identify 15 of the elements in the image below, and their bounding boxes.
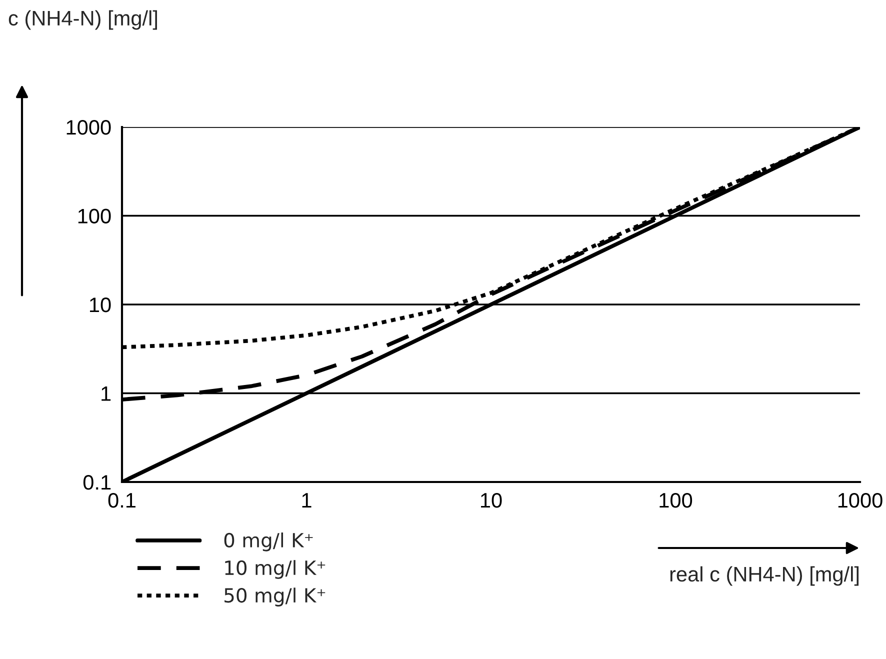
x-tick-label: 0.1 — [108, 492, 136, 508]
y-tick-label: 0.1 — [83, 475, 111, 490]
y-tick-label: 10 — [90, 298, 111, 312]
x-tick-label: 1 — [302, 493, 312, 508]
legend-label: 50 mg/l K⁺ — [224, 588, 326, 606]
y-axis-title: c (NH4-N) [mg/l] — [8, 10, 157, 30]
y-tick-label: 1000 — [66, 120, 111, 135]
legend-label: 10 mg/l K⁺ — [225, 560, 326, 579]
legend-label: 0 mg/l K⁺ — [224, 532, 313, 552]
x-tick-label: 10 — [481, 492, 502, 508]
y-tick-label: 100 — [78, 208, 111, 224]
x-tick-label: 100 — [660, 492, 692, 508]
y-tick-label: 1 — [102, 386, 111, 401]
x-axis-title: real c (NH4-N) [mg/l] — [670, 566, 859, 586]
x-tick-label: 1000 — [838, 492, 882, 508]
